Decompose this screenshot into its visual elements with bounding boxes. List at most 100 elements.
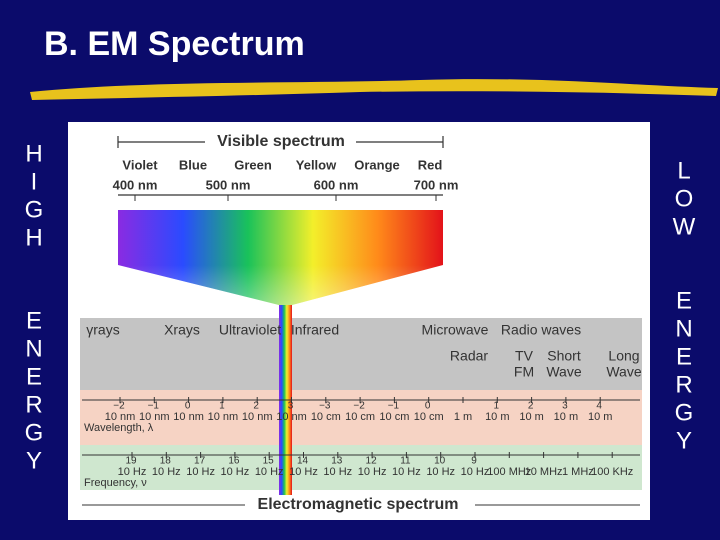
wavelength-label: 1 m	[454, 411, 472, 423]
region-label: Xrays	[164, 322, 200, 338]
side-letter: N	[25, 335, 42, 362]
side-letter: L	[677, 157, 690, 184]
visible-wavelength: 400 nm	[113, 177, 158, 192]
frequency-exponent: 10	[434, 456, 446, 467]
region-label: Wave	[546, 364, 581, 380]
region-label: TV	[515, 348, 534, 364]
wavelength-label: 10 m	[519, 411, 543, 423]
side-letter: I	[31, 168, 38, 195]
side-letter: R	[25, 391, 42, 418]
spectrum-funnel-shade	[118, 265, 443, 305]
wavelength-exponent: 2	[253, 401, 259, 412]
frequency-exponent: 16	[228, 456, 240, 467]
frequency-label: 10 Hz	[118, 466, 147, 478]
scale-label: Frequency, ν	[84, 477, 147, 489]
wavelength-label: 10 m	[485, 411, 509, 423]
region-label: Microwave	[422, 322, 489, 338]
wavelength-label: 10 cm	[379, 411, 409, 423]
frequency-exponent: 13	[331, 456, 343, 467]
side-letter: O	[675, 185, 694, 212]
wavelength-label: 10 cm	[414, 411, 444, 423]
scale-lines	[82, 399, 640, 506]
frequency-exponent: 15	[263, 456, 275, 467]
color-name: Green	[234, 157, 272, 172]
region-label: Infrared	[291, 322, 339, 338]
frequency-label: 10 MHz	[525, 466, 563, 478]
wavelength-label: 10 nm	[139, 411, 170, 423]
wavelength-label: 10 m	[554, 411, 578, 423]
wavelength-label: 10 cm	[345, 411, 375, 423]
frequency-label: 10 Hz	[221, 466, 250, 478]
wavelength-exponent: 2	[528, 401, 534, 412]
side-letter: H	[25, 140, 42, 167]
wavelength-exponent: 4	[596, 401, 602, 412]
region-label: Ultraviolet	[219, 322, 281, 338]
frequency-label: 10 Hz	[186, 466, 215, 478]
color-name: Red	[418, 157, 443, 172]
side-letter: H	[25, 224, 42, 251]
wavelength-exponent: 0	[425, 401, 431, 412]
frequency-label: 1 MHz	[562, 466, 594, 478]
side-letter: E	[676, 343, 692, 370]
frequency-exponent: 12	[366, 456, 378, 467]
frequency-exponent: 9	[471, 456, 477, 467]
visible-bracket	[117, 136, 444, 196]
wavelength-label: 10 nm	[276, 411, 307, 423]
wavelength-label: 10 nm	[105, 411, 136, 423]
wavelength-exponent: −2	[113, 401, 125, 412]
wavelength-label: 10 m	[588, 411, 612, 423]
frequency-exponent: 17	[194, 456, 206, 467]
visible-wavelength: 500 nm	[206, 177, 251, 192]
region-band	[80, 318, 642, 390]
region-label: Short	[547, 348, 581, 364]
frequency-exponent: 18	[160, 456, 172, 467]
frequency-label: 10 Hz	[255, 466, 284, 478]
side-letter: Y	[676, 427, 692, 454]
wavelength-label: 10 nm	[208, 411, 239, 423]
frequency-label: 10 Hz	[426, 466, 455, 478]
frequency-label: 100 MHz	[487, 466, 531, 478]
wavelength-exponent: −3	[319, 401, 331, 412]
side-letter: E	[676, 287, 692, 314]
visible-wavelength: 700 nm	[414, 177, 459, 192]
wavelength-exponent: −1	[148, 401, 160, 412]
wavelength-label: 10 nm	[242, 411, 273, 423]
side-letter: G	[25, 419, 44, 446]
frequency-exponent: 19	[125, 456, 137, 467]
side-letter: E	[26, 307, 42, 334]
frequency-exponent: 11	[400, 456, 411, 467]
wavelength-exponent: 1	[219, 401, 225, 412]
color-name: Violet	[122, 157, 158, 172]
region-label: FM	[514, 364, 534, 380]
region-label: Radar	[450, 348, 488, 364]
color-name: Orange	[354, 157, 400, 172]
wavelength-exponent: 3	[562, 401, 568, 412]
frequency-label: 10 Hz	[152, 466, 181, 478]
title-underline	[30, 79, 718, 100]
wavelength-exponent: 3	[288, 401, 294, 412]
region-label: Long	[608, 348, 639, 364]
frequency-label: 10 Hz	[323, 466, 352, 478]
color-name: Yellow	[296, 157, 337, 172]
visible-wavelength: 600 nm	[314, 177, 359, 192]
wavelength-exponent: −2	[353, 401, 365, 412]
visible-spectrum-bar	[118, 210, 443, 265]
slide-title: B. EM Spectrum	[44, 25, 305, 63]
region-label: γrays	[86, 322, 119, 338]
region-label: Radio waves	[501, 322, 581, 338]
wavelength-band	[80, 390, 642, 445]
wavelength-exponent: 0	[185, 401, 191, 412]
frequency-label: 10 Hz	[289, 466, 318, 478]
side-letter: N	[675, 315, 692, 342]
side-letter: Y	[26, 447, 42, 474]
figure-caption: Electromagnetic spectrum	[258, 496, 459, 513]
side-letter: G	[675, 399, 694, 426]
wavelength-label: 10 cm	[311, 411, 341, 423]
frequency-label: 10 Hz	[461, 466, 490, 478]
side-letter: G	[25, 196, 44, 223]
color-name: Blue	[179, 157, 207, 172]
wavelength-exponent: −1	[388, 401, 400, 412]
wavelength-label: 10 nm	[173, 411, 204, 423]
side-letter: R	[675, 371, 692, 398]
